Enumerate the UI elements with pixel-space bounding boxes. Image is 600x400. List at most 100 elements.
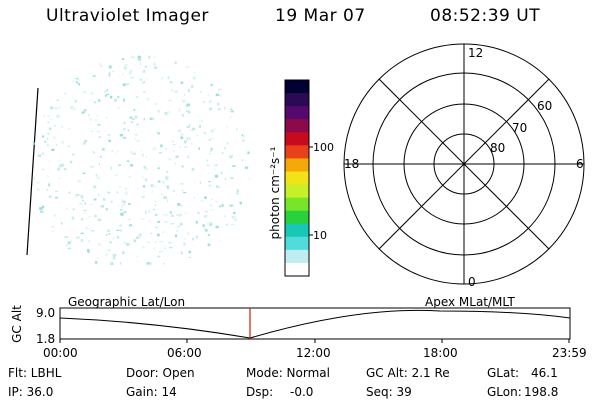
uv-speck <box>210 147 213 151</box>
uv-speck <box>236 128 238 131</box>
uv-speck <box>234 215 237 218</box>
uv-speck <box>139 78 143 81</box>
uv-speck <box>224 178 227 180</box>
uv-speck <box>167 188 170 191</box>
uv-speck <box>219 205 221 208</box>
uv-speck <box>133 108 136 111</box>
uv-speck <box>81 196 84 200</box>
uv-speck <box>196 220 198 224</box>
uv-speck <box>68 127 71 130</box>
uv-speck <box>157 220 161 223</box>
uv-speck <box>153 56 156 58</box>
uv-speck <box>120 209 123 211</box>
timeline-ymax: 9.0 <box>36 306 56 320</box>
uv-speck <box>144 65 147 68</box>
uv-speck <box>208 139 212 141</box>
status-seq: Seq: 39 <box>366 385 412 399</box>
color-bar-stripe <box>285 119 309 133</box>
uv-speck <box>109 241 112 244</box>
uv-speck <box>108 249 111 251</box>
limb-line <box>26 87 39 256</box>
uv-speck <box>47 115 50 118</box>
uv-speck <box>203 132 206 134</box>
uv-speck <box>122 73 124 76</box>
uv-speck <box>134 133 138 137</box>
uv-speck <box>105 94 107 97</box>
uv-speck <box>158 152 162 154</box>
uv-speck <box>125 192 129 195</box>
uv-speck <box>67 247 71 250</box>
uv-speck <box>183 238 186 240</box>
uv-speck <box>118 185 122 188</box>
uv-speck <box>180 81 184 84</box>
uv-speck <box>149 117 153 120</box>
uv-speck <box>214 128 216 130</box>
uv-speck <box>94 74 97 77</box>
uv-speck <box>244 160 247 162</box>
uv-speck <box>82 172 86 174</box>
uv-speck <box>32 142 35 145</box>
uv-speck <box>168 99 172 101</box>
uv-speck <box>134 137 136 140</box>
uv-speck <box>224 215 226 217</box>
uv-speck <box>141 81 144 85</box>
color-bar-stripe <box>285 145 309 159</box>
uv-speck <box>217 108 221 110</box>
uv-speck <box>112 257 116 260</box>
uv-speck <box>97 131 100 133</box>
uv-speck <box>90 230 95 232</box>
uv-speck <box>91 165 94 168</box>
uv-speck <box>124 66 127 70</box>
uv-speck <box>99 63 101 65</box>
uv-speck <box>204 228 206 231</box>
uv-speck <box>151 191 153 193</box>
uv-speck <box>103 198 106 201</box>
uv-speck <box>174 61 177 64</box>
uv-speck <box>107 134 110 136</box>
uv-speck <box>229 155 233 158</box>
uv-speck <box>187 155 189 159</box>
uv-speck <box>193 196 196 199</box>
uv-speck <box>122 200 126 204</box>
uv-speck <box>180 204 184 208</box>
uv-speck <box>100 65 104 67</box>
uv-speck <box>120 205 124 208</box>
uv-speck <box>116 229 120 231</box>
uv-speck <box>92 75 96 77</box>
uv-speck <box>163 263 165 265</box>
uv-speck <box>174 162 177 165</box>
uv-speck <box>154 226 158 228</box>
uv-speck <box>209 108 212 111</box>
uv-speck <box>71 216 74 220</box>
uv-speck <box>64 236 68 238</box>
uv-speck <box>148 262 152 265</box>
uv-speck <box>229 204 233 207</box>
uv-speck <box>203 215 208 218</box>
status-glat-label: GLat: <box>487 366 520 380</box>
uv-speck <box>162 181 165 184</box>
uv-speck <box>125 190 127 193</box>
uv-speck <box>215 225 219 229</box>
color-bar-stripe <box>285 171 309 186</box>
uv-speck <box>131 56 135 59</box>
uv-speck <box>146 77 148 80</box>
uv-speck <box>170 223 175 225</box>
uv-speck <box>178 225 181 228</box>
uv-speck <box>53 136 56 139</box>
uv-speck <box>142 185 146 188</box>
uv-speck <box>186 126 190 128</box>
uv-speck <box>230 110 234 113</box>
timeline-label-apex: Apex MLat/MLT <box>425 295 515 309</box>
uv-speck <box>145 155 147 158</box>
uv-speck <box>72 153 75 156</box>
uv-speck <box>98 99 101 102</box>
uv-speck <box>74 100 77 103</box>
uv-speck <box>189 129 193 131</box>
uv-speck <box>110 166 113 170</box>
uv-speck <box>88 114 90 117</box>
uv-speck <box>80 218 84 221</box>
uv-speck <box>210 137 214 140</box>
uv-speck <box>199 125 201 128</box>
uv-speck <box>120 212 124 216</box>
uv-speck <box>119 262 122 265</box>
